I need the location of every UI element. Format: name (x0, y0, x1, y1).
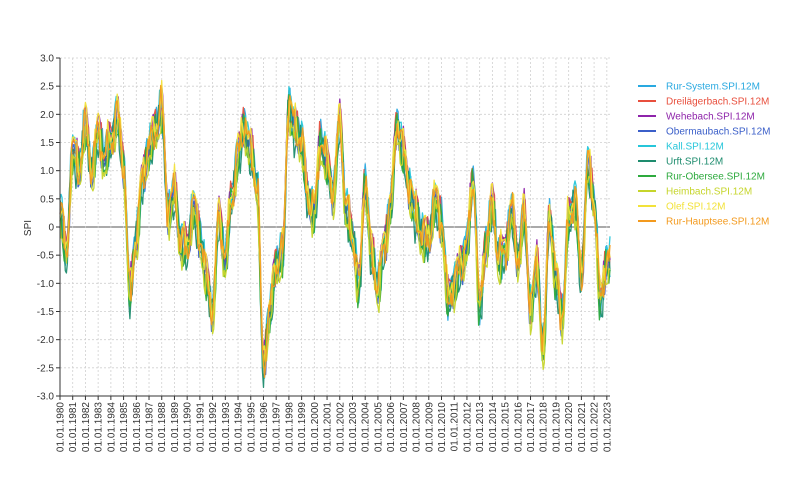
x-tick-label: 01.01.1989 (170, 402, 181, 452)
series-line-5 (59, 86, 611, 379)
legend-label: Heimbach.SPI.12M (666, 187, 752, 198)
x-tick-label: 01.01.2015 (501, 402, 512, 452)
x-tick-label: 01.01.2022 (590, 402, 601, 452)
x-tick-label: 01.01.2003 (348, 402, 359, 452)
x-tick-label: 01.01.2009 (424, 402, 435, 452)
x-tick-labels: 01.01.1980 01.01.1981 01.01.1982 01.01.1983… (56, 402, 614, 452)
series-line-3 (59, 85, 611, 360)
y-tick-label: -2.0 (37, 335, 55, 346)
x-tick-label: 01.01.1983 (94, 402, 105, 452)
legend-label: Rur-System.SPI.12M (666, 82, 760, 93)
y-tick-label: 0 (48, 223, 54, 234)
series-line-4 (59, 92, 611, 376)
y-tick-label: 1.0 (40, 166, 54, 177)
x-tick-label: 01.01.2012 (462, 402, 473, 452)
series-line-1 (59, 87, 611, 361)
x-tick-label: 01.01.1992 (208, 402, 219, 452)
y-tick-label: 3.0 (40, 54, 54, 65)
x-tick-label: 01.01.2011 (450, 402, 461, 452)
legend-item[interactable]: Rur-Obersee.SPI.12M (638, 172, 765, 183)
x-tick-label: 01.01.2013 (475, 402, 486, 452)
legend-item[interactable]: Obermaubach.SPI.12M (638, 127, 771, 138)
legend-item[interactable]: Olef.SPI.12M (638, 202, 725, 213)
y-tick-labels: 3.0 2.5 2.0 1.5 1.0 0.5 0 -0.5 -1.0 -1.5 -2.0 -2.5 -… (37, 54, 55, 403)
x-tick-label: 01.01.2018 (539, 402, 550, 452)
x-tick-label: 01.01.1998 (284, 402, 295, 452)
legend-item[interactable]: Wehebach.SPI.12M (638, 112, 755, 123)
y-tick-label: -1.0 (37, 279, 55, 290)
x-tick-label: 01.01.1997 (272, 402, 283, 452)
y-tick-label: -2.5 (37, 363, 55, 374)
x-tick-label: 01.01.1988 (157, 402, 168, 452)
legend-label: Rur-Hauptsee.SPI.12M (666, 217, 769, 228)
axes (56, 57, 610, 400)
x-tick-label: 01.01.1981 (68, 402, 79, 452)
x-tick-label: 01.01.2020 (564, 402, 575, 452)
series-line-10 (59, 84, 611, 379)
x-tick-label: 01.01.1980 (56, 402, 67, 452)
x-tick-label: 01.01.2000 (310, 402, 321, 452)
y-tick-label: -0.5 (37, 251, 55, 262)
series-line-7 (59, 93, 611, 362)
x-tick-label: 01.01.2023 (602, 402, 613, 452)
x-tick-label: 01.01.1984 (106, 402, 117, 452)
y-tick-label: 2.5 (40, 82, 54, 93)
legend-item[interactable]: Rur-System.SPI.12M (638, 82, 760, 93)
series-line-2 (59, 89, 611, 356)
x-tick-label: 01.01.2021 (577, 402, 588, 452)
x-tick-label: 01.01.1985 (119, 402, 130, 452)
x-tick-label: 01.01.2005 (373, 402, 384, 452)
x-tick-label: 01.01.2017 (526, 402, 537, 452)
legend-item[interactable]: Rur-Hauptsee.SPI.12M (638, 217, 769, 228)
y-tick-label: 0.5 (40, 194, 54, 205)
legend-item[interactable]: Heimbach.SPI.12M (638, 187, 752, 198)
x-tick-label: 01.01.1999 (297, 402, 308, 452)
legend-label: Rur-Obersee.SPI.12M (666, 172, 765, 183)
x-tick-label: 01.01.2014 (488, 402, 499, 452)
legend-label: Wehebach.SPI.12M (666, 112, 755, 123)
x-tick-label: 01.01.2010 (437, 402, 448, 452)
legend-label: Dreilägerbach.SPI.12M (666, 97, 769, 108)
x-tick-label: 01.01.2019 (551, 402, 562, 452)
legend-item[interactable]: Urft.SPI.12M (638, 157, 723, 168)
legend-item[interactable]: Dreilägerbach.SPI.12M (638, 97, 769, 108)
y-tick-label: -3.0 (37, 392, 55, 403)
x-tick-label: 01.01.2004 (361, 402, 372, 452)
series-lines (59, 79, 611, 388)
legend-label: Urft.SPI.12M (666, 157, 723, 168)
x-tick-label: 01.01.2002 (335, 402, 346, 452)
x-tick-label: 01.01.2008 (412, 402, 423, 452)
x-tick-label: 01.01.1990 (183, 402, 194, 452)
x-tick-label: 01.01.1986 (132, 402, 143, 452)
x-tick-label: 01.01.2007 (399, 402, 410, 452)
x-tick-label: 01.01.1996 (259, 402, 270, 452)
x-tick-label: 01.01.1982 (81, 402, 92, 452)
series-line-8 (59, 104, 611, 371)
series-line-9 (59, 79, 611, 363)
x-tick-label: 01.01.2001 (323, 402, 334, 452)
y-tick-label: 2.0 (40, 110, 54, 121)
legend-label: Olef.SPI.12M (666, 202, 725, 213)
x-tick-label: 01.01.2016 (513, 402, 524, 452)
x-tick-label: 01.01.1987 (145, 402, 156, 452)
x-tick-label: 01.01.1994 (234, 402, 245, 452)
legend-item[interactable]: Kall.SPI.12M (638, 142, 724, 153)
y-axis-label: SPI (23, 220, 34, 236)
x-tick-label: 01.01.1995 (246, 402, 257, 452)
legend-label: Obermaubach.SPI.12M (666, 127, 771, 138)
y-tick-label: -1.5 (37, 307, 55, 318)
grid-lines (59, 57, 610, 397)
legend-label: Kall.SPI.12M (666, 142, 724, 153)
x-tick-label: 01.01.2006 (386, 402, 397, 452)
legend[interactable]: Rur-System.SPI.12M Dreilägerbach.SPI.12M W… (638, 82, 771, 228)
x-tick-label: 01.01.1991 (195, 402, 206, 452)
y-tick-label: 1.5 (40, 138, 54, 149)
x-tick-label: 01.01.1993 (221, 402, 232, 452)
